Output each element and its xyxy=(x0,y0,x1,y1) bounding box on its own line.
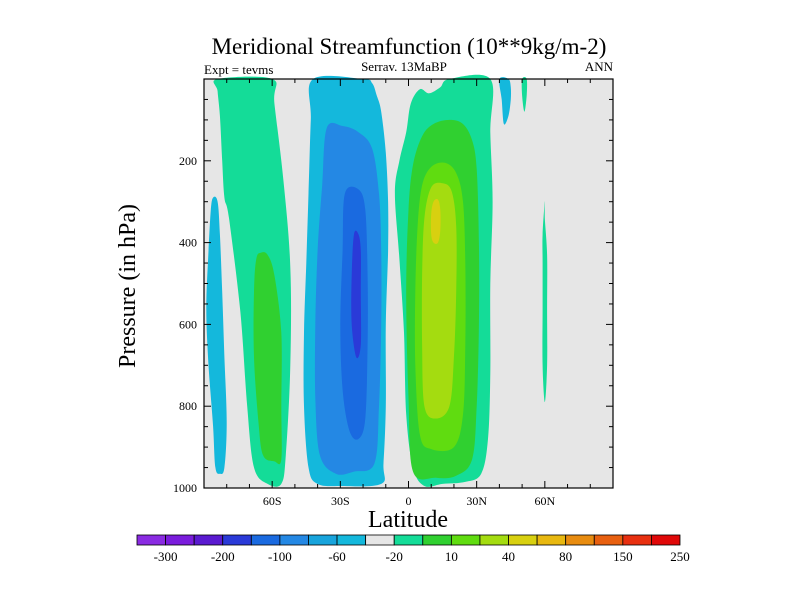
colorbar-box xyxy=(622,534,652,546)
contour-cell-200 xyxy=(351,230,362,359)
colorbar-box xyxy=(450,534,481,546)
colorbar: -300 -200 -100 -60 -20 10 40 80 150 250 xyxy=(136,534,690,564)
contour-far-south-blue xyxy=(206,196,227,475)
colorbar-label: 40 xyxy=(502,549,515,564)
colorbar-box xyxy=(279,534,309,546)
colorbar-box xyxy=(136,534,166,546)
subtitle-center: Serrav. 13MaBP xyxy=(361,59,447,74)
contour-np-blue-strip xyxy=(499,77,512,125)
colorbar-label: 10 xyxy=(445,549,458,564)
colorbar-box xyxy=(250,534,281,546)
chart-title: Meridional Streamfunction (10**9kg/m-2) xyxy=(212,34,607,59)
colorbar-label: 150 xyxy=(613,549,633,564)
contour-np-green-sliver xyxy=(542,201,548,403)
colorbar-label: 80 xyxy=(559,549,572,564)
y-tick-label: 800 xyxy=(179,399,197,413)
plot-area: 200 400 600 800 1000 60S 30S 0 30N 60N xyxy=(173,74,614,508)
x-tick-label: 60N xyxy=(534,494,555,508)
contour-np-green-strip xyxy=(521,76,528,112)
contour-ncell-150 xyxy=(421,182,457,419)
y-tick-label: 400 xyxy=(179,236,197,250)
colorbar-box xyxy=(165,534,195,546)
x-axis-label: Latitude xyxy=(368,507,448,533)
subtitle-right: ANN xyxy=(585,59,614,74)
colorbar-label: -300 xyxy=(154,549,178,564)
colorbar-box xyxy=(193,534,224,546)
colorbar-box xyxy=(308,534,338,546)
colorbar-label: -200 xyxy=(211,549,235,564)
colorbar-box xyxy=(651,534,681,546)
y-axis-ticks: 200 400 600 800 1000 xyxy=(173,78,613,495)
subtitle-left: Expt = tevms xyxy=(204,62,273,77)
colorbar-box xyxy=(365,534,395,546)
colorbar-box xyxy=(393,534,424,546)
colorbar-box xyxy=(508,534,538,546)
x-axis-ticks: 60S 30S 0 30N 60N xyxy=(203,79,614,508)
colorbar-label: -100 xyxy=(268,549,292,564)
x-tick-label: 60S xyxy=(263,494,282,508)
colorbar-box xyxy=(536,534,567,546)
colorbar-box xyxy=(593,534,624,546)
y-tick-label: 600 xyxy=(179,317,197,331)
colorbar-box xyxy=(565,534,595,546)
y-axis-label: Pressure (in hPa) xyxy=(115,204,141,368)
x-tick-label: 30N xyxy=(466,494,487,508)
y-tick-label: 200 xyxy=(179,154,197,168)
colorbar-box xyxy=(222,534,252,546)
contour-nh-high-lat-ring xyxy=(253,252,282,465)
x-tick-label: 30S xyxy=(331,494,350,508)
colorbar-label: -60 xyxy=(328,549,345,564)
y-tick-label: 1000 xyxy=(173,481,197,495)
contour-ncell-250 xyxy=(430,199,441,244)
colorbar-label: 250 xyxy=(670,549,690,564)
colorbar-label: -20 xyxy=(386,549,403,564)
colorbar-box xyxy=(479,534,509,546)
colorbar-box xyxy=(336,534,367,546)
x-tick-label: 0 xyxy=(406,494,412,508)
colorbar-box xyxy=(422,534,452,546)
contour-regions xyxy=(206,74,548,487)
